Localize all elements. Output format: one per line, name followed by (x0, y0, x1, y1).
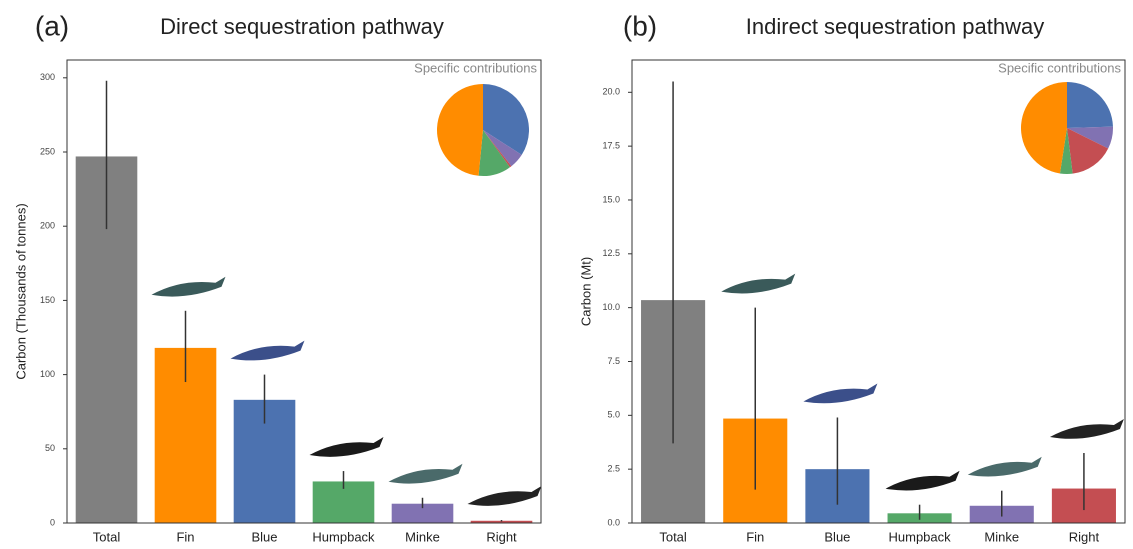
x-tick-label: Total (659, 529, 687, 544)
whale-illustration (968, 457, 1042, 477)
whale-illustration (468, 486, 542, 506)
panel-label: (b) (623, 10, 657, 41)
whale-illustration (310, 437, 384, 457)
y-tick-label: 2.5 (607, 464, 620, 474)
whale-illustration (886, 471, 960, 491)
y-tick-label: 0.0 (607, 517, 620, 527)
x-tick-label: Humpback (312, 529, 375, 544)
x-tick-label: Total (93, 529, 121, 544)
whale-illustration (1050, 419, 1124, 439)
whale-illustration (721, 274, 795, 294)
panel-label: (a) (35, 10, 69, 41)
y-tick-label: 100 (40, 369, 55, 379)
x-tick-label: Minke (984, 529, 1019, 544)
whale-illustration (803, 383, 877, 403)
y-tick-label: 300 (40, 72, 55, 82)
pie-slice (1021, 82, 1067, 173)
chart-title: Indirect sequestration pathway (746, 14, 1044, 39)
inset-title: Specific contributions (414, 60, 537, 75)
inset-title: Specific contributions (998, 60, 1121, 75)
whale-illustration (389, 464, 463, 484)
x-tick-label: Right (1069, 529, 1100, 544)
y-tick-label: 7.5 (607, 356, 620, 366)
y-tick-label: 20.0 (602, 87, 620, 97)
y-axis-label: Carbon (Thousands of tonnes) (13, 203, 28, 379)
x-tick-label: Minke (405, 529, 440, 544)
whale-illustration (231, 341, 305, 361)
y-tick-label: 5.0 (607, 410, 620, 420)
y-tick-label: 15.0 (602, 194, 620, 204)
y-tick-label: 150 (40, 295, 55, 305)
x-tick-label: Blue (251, 529, 277, 544)
y-tick-label: 12.5 (602, 248, 620, 258)
figure: (a) Direct sequestration pathway Carbon (T… (0, 0, 1133, 549)
x-tick-label: Fin (746, 529, 764, 544)
y-tick-label: 10.0 (602, 302, 620, 312)
y-axis-label: Carbon (Mt) (578, 257, 593, 326)
x-tick-label: Fin (176, 529, 194, 544)
x-tick-label: Humpback (889, 529, 952, 544)
y-tick-label: 50 (45, 443, 55, 453)
x-tick-label: Blue (824, 529, 850, 544)
x-tick-label: Right (486, 529, 517, 544)
y-tick-label: 0 (50, 517, 55, 527)
chart-title: Direct sequestration pathway (160, 14, 444, 39)
whale-illustration (152, 277, 226, 297)
y-tick-label: 250 (40, 146, 55, 156)
y-tick-label: 200 (40, 221, 55, 231)
pie-slice (1067, 82, 1113, 128)
pie-slice (437, 84, 483, 176)
y-tick-label: 17.5 (602, 141, 620, 151)
